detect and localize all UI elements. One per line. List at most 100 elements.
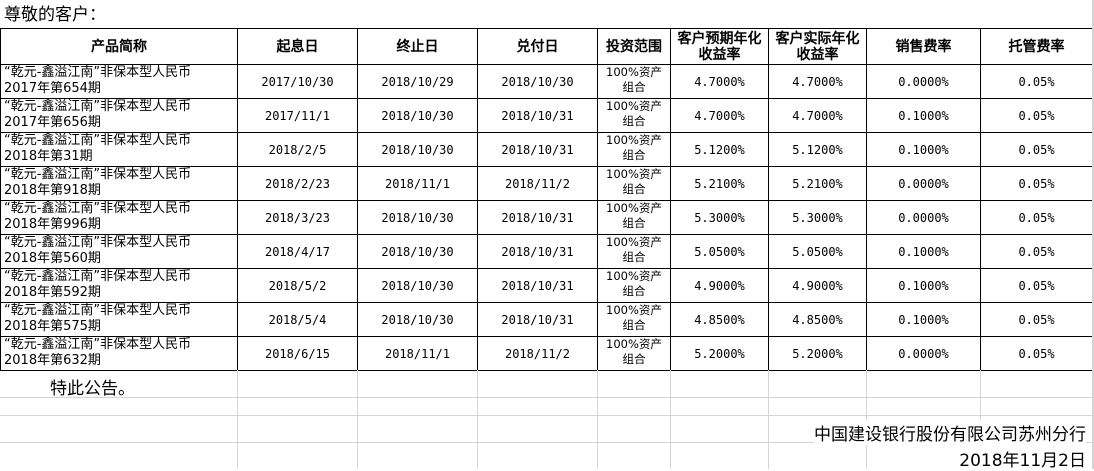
custody-fee-cell: 0.05% [980,64,1093,99]
start-date-cell: 2017/10/30 [237,64,358,99]
product-name-cell: “乾元-鑫溢江南”非保本型人民币 2018年第31期 [0,132,238,167]
product-name-cell: “乾元-鑫溢江南”非保本型人民币 2018年第560期 [0,234,238,269]
product-name-cell: “乾元-鑫溢江南”非保本型人民币 2018年第575期 [0,302,238,337]
payment-date-cell: 2018/11/2 [477,336,598,371]
sales-fee-cell: 0.1000% [866,268,981,303]
payment-date-cell: 2018/10/31 [477,98,598,133]
actual-yield-cell: 5.2100% [768,166,867,201]
actual-yield-cell: 4.7000% [768,64,867,99]
notice-text: 特此公告。 [50,379,135,399]
product-name-line: 2018年第31期 [4,149,93,164]
start-date-cell: 2018/4/17 [237,234,358,269]
sales-fee-cell: 0.0000% [866,64,981,99]
start-date-cell: 2018/6/15 [237,336,358,371]
sales-fee-cell: 0.1000% [866,132,981,167]
grid-line [768,370,769,469]
product-name-line: “乾元-鑫溢江南”非保本型人民币 [4,65,192,81]
product-name-line: “乾元-鑫溢江南”非保本型人民币 [4,269,192,285]
table-row: “乾元-鑫溢江南”非保本型人民币 2018年第632期 2018/6/15 2018/… [0,336,1093,371]
grid-line [866,370,867,469]
end-date-cell: 2018/10/30 [357,302,478,337]
table-row: “乾元-鑫溢江南”非保本型人民币 2018年第31期 2018/2/5 2018/10… [0,132,1093,167]
custody-fee-cell: 0.05% [980,98,1093,133]
empty-grid-area [0,370,1094,469]
actual-yield-cell: 4.8500% [768,302,867,337]
table-row: “乾元-鑫溢江南”非保本型人民币 2018年第592期 2018/5/2 2018/1… [0,268,1093,303]
investment-scope-cell: 100%资产组合 [597,302,671,337]
payment-date-cell: 2018/10/31 [477,132,598,167]
custody-fee-cell: 0.05% [980,132,1093,167]
start-date-cell: 2018/5/2 [237,268,358,303]
sales-fee-cell: 0.1000% [866,234,981,269]
grid-line [1092,0,1094,469]
payment-date-cell: 2018/10/31 [477,200,598,235]
table-row: “乾元-鑫溢江南”非保本型人民币 2018年第996期 2018/3/23 2018/… [0,200,1093,235]
payment-date-cell: 2018/10/31 [477,302,598,337]
expected-yield-cell: 5.2100% [670,166,769,201]
expected-yield-cell: 4.7000% [670,98,769,133]
investment-scope-cell: 100%资产组合 [597,132,671,167]
grid-line [597,370,598,469]
actual-yield-cell: 5.2000% [768,336,867,371]
start-date-cell: 2018/2/5 [237,132,358,167]
product-name-cell: “乾元-鑫溢江南”非保本型人民币 2017年第654期 [0,64,238,99]
greeting: 尊敬的客户： [4,5,106,25]
custody-fee-cell: 0.05% [980,302,1093,337]
end-date-cell: 2018/10/30 [357,200,478,235]
actual-yield-cell: 5.0500% [768,234,867,269]
investment-scope-cell: 100%资产组合 [597,200,671,235]
product-name-line: “乾元-鑫溢江南”非保本型人民币 [4,201,192,217]
grid-line [670,370,671,469]
start-date-cell: 2018/5/4 [237,302,358,337]
sales-fee-cell: 0.1000% [866,302,981,337]
end-date-cell: 2018/10/30 [357,234,478,269]
payment-date-cell: 2018/10/31 [477,234,598,269]
product-name-line: “乾元-鑫溢江南”非保本型人民币 [4,167,192,183]
bank-name: 中国建设银行股份有限公司苏州分行 [814,420,1086,445]
product-name-line: 2018年第560期 [4,251,101,266]
expected-yield-cell: 4.8500% [670,302,769,337]
product-name-cell: “乾元-鑫溢江南”非保本型人民币 2018年第592期 [0,268,238,303]
expected-yield-cell: 4.7000% [670,64,769,99]
sales-fee-cell: 0.0000% [866,200,981,235]
payment-date-cell: 2018/10/31 [477,268,598,303]
custody-fee-cell: 0.05% [980,200,1093,235]
table-header-row: 产品简称 起息日 终止日 兑付日 投资范围 客户预期年化收益率 客户实际年化收益率 销售费率托… [0,28,1093,65]
product-name-line: “乾元-鑫溢江南”非保本型人民币 [4,99,192,115]
product-name-line: 2017年第656期 [4,115,101,130]
custody-fee-cell: 0.05% [980,268,1093,303]
product-name-cell: “乾元-鑫溢江南”非保本型人民币 2018年第996期 [0,200,238,235]
start-date-cell: 2017/11/1 [237,98,358,133]
custody-fee-cell: 0.05% [980,336,1093,371]
actual-yield-cell: 5.1200% [768,132,867,167]
start-date-cell: 2018/3/23 [237,200,358,235]
investment-scope-cell: 100%资产组合 [597,336,671,371]
expected-yield-cell: 4.9000% [670,268,769,303]
end-date-cell: 2018/10/29 [357,64,478,99]
investment-scope-cell: 100%资产组合 [597,268,671,303]
product-name-line: 2018年第918期 [4,183,101,198]
end-date-cell: 2018/10/30 [357,98,478,133]
table-row: “乾元-鑫溢江南”非保本型人民币 2017年第656期 2017/11/1 2018/… [0,98,1093,133]
grid-line [357,370,358,469]
end-date-cell: 2018/10/30 [357,268,478,303]
sales-fee-cell: 0.1000% [866,98,981,133]
expected-yield-cell: 5.1200% [670,132,769,167]
investment-scope-cell: 100%资产组合 [597,234,671,269]
column-header: 兑付日 [477,28,598,65]
product-name-cell: “乾元-鑫溢江南”非保本型人民币 2018年第918期 [0,166,238,201]
product-name-line: 2018年第592期 [4,285,101,300]
product-name-cell: “乾元-鑫溢江南”非保本型人民币 2018年第632期 [0,336,238,371]
column-header: 客户实际年化收益率 [768,28,867,65]
end-date-cell: 2018/11/1 [357,336,478,371]
grid-line [980,370,981,469]
column-header: 销售费率 [866,28,981,65]
table-row: “乾元-鑫溢江南”非保本型人民币 2018年第560期 2018/4/17 2018/… [0,234,1093,269]
table-row: “乾元-鑫溢江南”非保本型人民币 2017年第654期 2017/10/30 2018… [0,64,1093,99]
product-name-line: “乾元-鑫溢江南”非保本型人民币 [4,133,192,149]
product-name-line: 2018年第996期 [4,217,101,232]
column-header: 产品简称 [0,28,238,65]
expected-yield-cell: 5.3000% [670,200,769,235]
custody-fee-cell: 0.05% [980,166,1093,201]
investment-scope-cell: 100%资产组合 [597,166,671,201]
